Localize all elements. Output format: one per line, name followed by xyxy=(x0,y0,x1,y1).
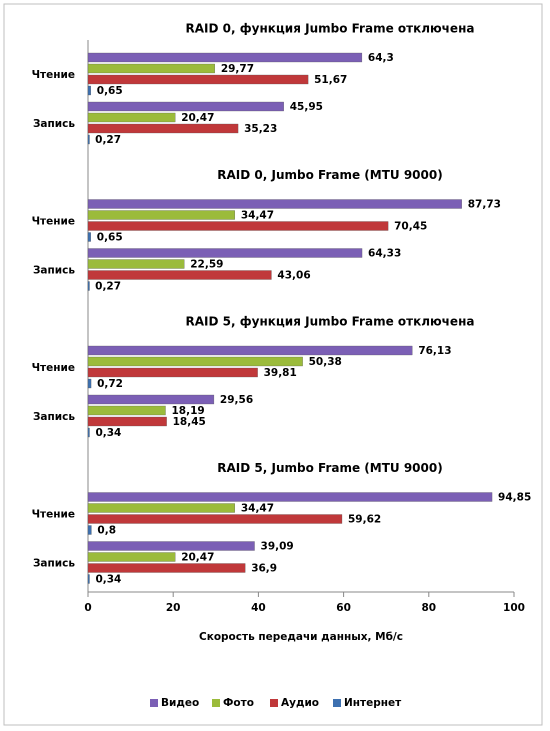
bar xyxy=(87,405,166,416)
category-label: Чтение xyxy=(32,362,75,374)
bar xyxy=(87,259,185,269)
x-tick-label: 80 xyxy=(421,602,436,614)
bar xyxy=(87,248,363,258)
bar xyxy=(87,416,167,427)
bar xyxy=(87,514,343,524)
value-label: 29,56 xyxy=(220,394,253,406)
value-label: 87,73 xyxy=(468,199,501,211)
bar xyxy=(87,356,303,367)
category-label: Запись xyxy=(33,558,75,570)
bar xyxy=(87,134,90,145)
category-label: Чтение xyxy=(32,69,75,81)
legend-swatch xyxy=(333,699,341,707)
value-label: 20,47 xyxy=(181,112,214,124)
value-label: 34,47 xyxy=(241,210,274,222)
legend-swatch xyxy=(212,699,220,707)
bar xyxy=(87,394,215,405)
value-label: 36,9 xyxy=(251,563,277,575)
group-title: RAID 0, функция Jumbo Frame отключена xyxy=(186,22,475,36)
bar xyxy=(87,199,462,209)
group-title: RAID 5, функция Jumbo Frame отключена xyxy=(186,315,475,329)
bar xyxy=(87,101,284,112)
legend-label: Аудио xyxy=(281,697,319,709)
x-tick-label: 100 xyxy=(503,602,525,614)
category-label: Запись xyxy=(33,265,75,277)
category-label: Чтение xyxy=(32,216,75,228)
bar xyxy=(87,563,246,573)
bar xyxy=(87,345,413,356)
bar xyxy=(87,427,90,438)
bar xyxy=(87,74,309,85)
category-label: Запись xyxy=(33,411,75,423)
x-axis-label: Скорость передачи данных, Мб/с xyxy=(199,631,403,643)
value-label: 20,47 xyxy=(181,552,214,564)
bar xyxy=(87,574,90,584)
value-label: 51,67 xyxy=(314,74,347,86)
bar xyxy=(87,541,255,551)
bar xyxy=(87,63,215,74)
x-tick-label: 60 xyxy=(336,602,351,614)
bar xyxy=(87,232,91,242)
x-tick-label: 20 xyxy=(166,602,181,614)
category-label: Запись xyxy=(33,118,75,130)
bar xyxy=(87,503,235,513)
value-label: 94,85 xyxy=(498,492,531,504)
value-label: 70,45 xyxy=(394,221,427,233)
x-tick-label: 40 xyxy=(251,602,266,614)
bar xyxy=(87,367,258,378)
value-label: 39,81 xyxy=(264,367,297,379)
value-label: 43,06 xyxy=(277,270,310,282)
legend-label: Видео xyxy=(161,697,199,709)
x-tick-label: 0 xyxy=(84,602,91,614)
value-label: 0,27 xyxy=(95,281,121,293)
bar xyxy=(87,281,90,291)
bar xyxy=(87,378,92,389)
value-label: 22,59 xyxy=(190,259,223,271)
value-label: 0,8 xyxy=(97,525,116,537)
bar xyxy=(87,221,389,231)
bar xyxy=(87,270,272,280)
legend-label: Фото xyxy=(223,697,254,709)
value-label: 0,65 xyxy=(97,232,123,244)
value-label: 64,33 xyxy=(368,248,401,260)
value-label: 29,77 xyxy=(221,63,254,75)
value-label: 50,38 xyxy=(309,356,342,368)
bar xyxy=(87,492,493,502)
category-label: Чтение xyxy=(32,509,75,521)
group-title: RAID 5, Jumbo Frame (MTU 9000) xyxy=(217,461,442,475)
value-label: 0,34 xyxy=(95,427,121,439)
legend-swatch xyxy=(150,699,158,707)
value-label: 0,27 xyxy=(95,134,121,146)
value-label: 18,45 xyxy=(173,416,206,428)
bar xyxy=(87,123,239,134)
value-label: 35,23 xyxy=(244,123,277,135)
value-label: 76,13 xyxy=(418,345,451,357)
value-label: 34,47 xyxy=(241,503,274,515)
value-label: 39,09 xyxy=(261,541,294,553)
bar xyxy=(87,210,235,220)
bar xyxy=(87,52,363,63)
value-label: 0,72 xyxy=(97,378,123,390)
legend-swatch xyxy=(270,699,278,707)
value-label: 0,65 xyxy=(97,85,123,97)
value-label: 18,19 xyxy=(171,405,204,417)
bar xyxy=(87,552,176,562)
legend-label: Интернет xyxy=(344,697,402,709)
value-label: 0,34 xyxy=(95,574,121,586)
bar xyxy=(87,525,92,535)
bar xyxy=(87,112,176,123)
value-label: 64,3 xyxy=(368,52,394,64)
bar xyxy=(87,85,91,96)
value-label: 59,62 xyxy=(348,514,381,526)
value-label: 45,95 xyxy=(290,101,323,113)
group-title: RAID 0, Jumbo Frame (MTU 9000) xyxy=(217,168,442,182)
